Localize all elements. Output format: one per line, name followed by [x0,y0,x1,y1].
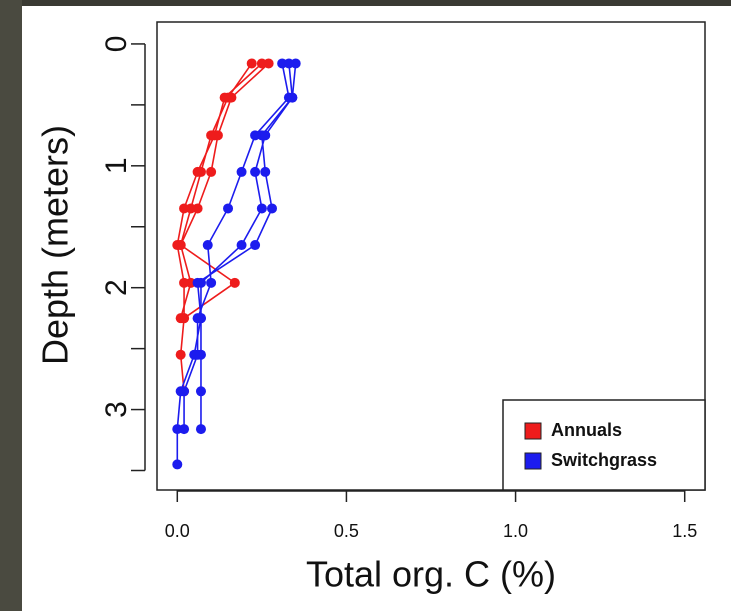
x-tick-label: 1.5 [672,521,697,541]
profile-point [250,240,261,251]
profile-point [209,130,220,141]
profile-point [175,386,186,397]
profile-point [246,58,257,69]
profile-point [206,166,217,177]
profile-point [219,92,230,103]
legend-swatch [524,422,542,440]
profile-point [250,166,261,177]
profile-point [189,349,200,360]
profile-point [195,424,206,435]
y-tick-label: 1 [100,157,133,174]
profile-point [287,92,298,103]
profile-point [195,313,206,324]
x-tick-label: 1.0 [503,521,528,541]
profile-line [176,63,294,465]
legend-label: Annuals [551,420,622,440]
profile-point [267,203,278,214]
profile-point [250,130,261,141]
y-tick-label: 3 [100,401,133,418]
legend-box [502,399,706,491]
y-tick-label: 0 [100,36,133,53]
profile-point [223,203,234,214]
legend-swatch [524,452,542,470]
profile-point [179,277,190,288]
profile-point [206,277,217,288]
profile-point [236,240,247,251]
y-tick-label: 2 [100,279,133,296]
profile-point [260,130,271,141]
y-axis-title: Depth (meters) [35,125,76,365]
profile-point [283,58,294,69]
profile-point [172,459,183,470]
profile-line [176,62,263,319]
x-tick-label: 0.0 [165,521,190,541]
photo-edge [0,0,22,611]
profile-point [236,166,247,177]
profile-point [172,240,183,251]
photo-edge [0,0,731,6]
profile-line [179,62,270,392]
profile-point [260,166,271,177]
x-axis-title: Total org. C (%) [306,554,556,595]
profile-line [179,62,253,319]
profile-point [256,203,267,214]
profile-point [202,240,213,251]
x-tick-label: 0.5 [334,521,359,541]
profile-point [175,349,186,360]
profile-point [179,203,190,214]
profile-point [195,277,206,288]
profile-point [179,313,190,324]
legend-label: Switchgrass [551,450,657,470]
profile-point [229,277,240,288]
profile-point [172,424,183,435]
plot-frame [156,21,706,491]
profile-point [256,58,267,69]
profile-point [192,166,203,177]
profile-point [195,386,206,397]
